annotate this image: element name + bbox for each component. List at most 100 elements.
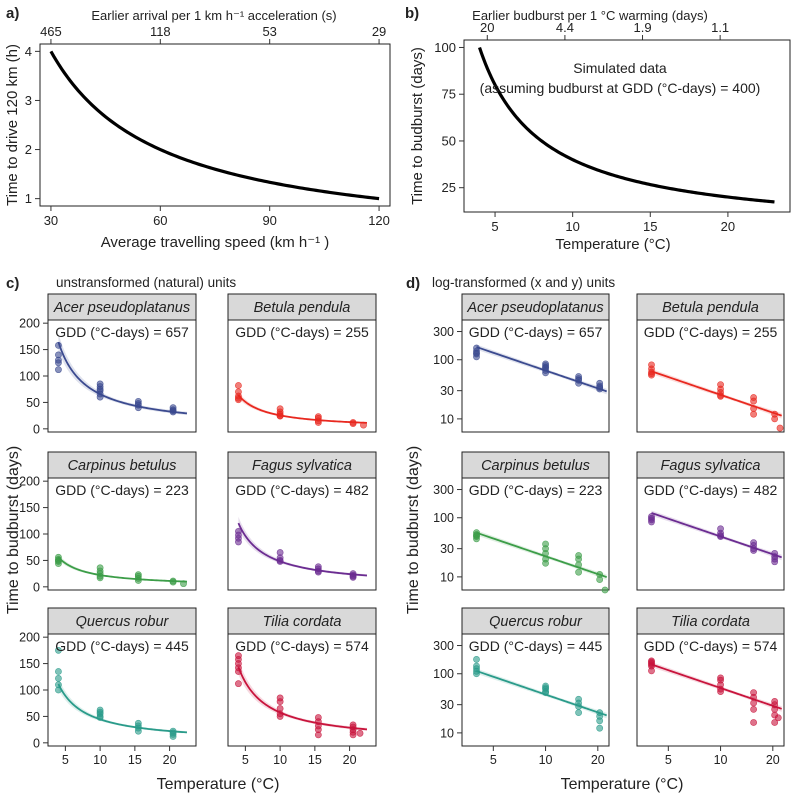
top-tick-label: 53: [262, 24, 276, 39]
fitted-curve: [237, 666, 368, 731]
data-point: [235, 527, 242, 535]
data-point: [750, 539, 758, 546]
panel-d-subtitle: log-transformed (x and y) units: [432, 275, 615, 290]
y-tick-label: 0: [33, 580, 40, 594]
facet-strip-label: Acer pseudoplatanus: [53, 300, 190, 316]
gdd-label: GDD (°C-days) = 482: [235, 482, 369, 498]
data-point: [750, 719, 758, 726]
data-point: [180, 580, 187, 588]
fitted-curve: [237, 394, 368, 424]
data-point: [771, 410, 779, 418]
gdd-label: GDD (°C-days) = 223: [469, 482, 603, 498]
panel-b: b) Earlier budburst per 1 °C warming (da…: [405, 5, 791, 253]
data-point: [55, 681, 62, 689]
y-tick-label: 300: [433, 483, 454, 497]
y-tick-label: 2: [25, 142, 32, 157]
facet-strip-label: Tilia cordata: [671, 614, 750, 630]
data-point: [596, 571, 604, 578]
y-tick-label: 100: [433, 511, 454, 525]
data-point: [55, 557, 62, 564]
x-tick-label: 90: [262, 213, 276, 228]
x-tick-label: 5: [242, 753, 249, 767]
x-tick-label: 20: [163, 753, 177, 767]
y-tick-label: 10: [440, 412, 454, 426]
y-tick-label: 0: [33, 736, 40, 750]
data-point: [717, 674, 724, 682]
gdd-label: GDD (°C-days) = 255: [644, 324, 778, 340]
facet-plot-area: [227, 633, 377, 747]
data-point: [648, 513, 655, 520]
data-point: [96, 574, 104, 582]
data-point: [750, 394, 758, 401]
facet-strip-label: Carpinus betulus: [481, 458, 590, 474]
facet-tilia-cordata: Tilia cordata 5 10 15 20 GDD (°C-days) = 574: [227, 607, 377, 767]
x-tick-label: 120: [368, 213, 390, 228]
data-point: [750, 699, 758, 707]
y-tick-label: 30: [440, 698, 454, 712]
facet-plot-area: [636, 319, 785, 433]
data-point: [473, 349, 480, 357]
data-point: [596, 384, 604, 391]
facet-strip: [227, 607, 377, 635]
facet-strip-label: Tilia cordata: [263, 614, 342, 630]
y-tick-label: 150: [19, 343, 40, 357]
facet-acer-pseudoplatanus: Acer pseudoplatanus 10 30 100 300 GDD (°C-day…: [433, 293, 610, 433]
gdd-label: GDD (°C-days) = 223: [55, 482, 189, 498]
facet-plot-area: [461, 477, 610, 591]
data-point: [575, 376, 583, 384]
data-point: [276, 405, 284, 413]
top-tick-label: 1.9: [633, 20, 651, 35]
facet-strip: [636, 451, 785, 479]
facet-strip-label: Betula pendula: [254, 300, 351, 316]
data-point: [601, 586, 609, 594]
data-point: [771, 719, 779, 726]
x-tick-label: 10: [273, 753, 287, 767]
panel-d-ylabel: Time to budburst (days): [405, 446, 422, 614]
y-tick-label: 100: [433, 667, 454, 681]
facet-quercus-robur: Quercus robur 5 10 20 10 30 100 300 GDD (°C-days…: [433, 607, 610, 767]
facet-plot-area: [636, 477, 785, 591]
data-point: [55, 356, 62, 364]
data-point: [542, 682, 549, 690]
panel-b-annotation-line1: Simulated data: [573, 60, 667, 76]
y-tick-label: 4: [25, 44, 32, 59]
data-point: [648, 361, 655, 369]
x-tick-label: 10: [714, 753, 728, 767]
facet-strip-label: Betula pendula: [662, 300, 759, 316]
data-point: [314, 568, 322, 576]
y-tick-label: 100: [19, 684, 40, 698]
fitted-curve: [651, 663, 782, 710]
data-point: [55, 341, 62, 349]
top-tick-label: 1.1: [711, 20, 729, 35]
fitted-curve: [476, 670, 607, 717]
panel-a-tag: a): [6, 5, 19, 22]
data-point: [473, 662, 480, 670]
facet-strip-label: Acer pseudoplatanus: [466, 300, 603, 316]
facet-tilia-cordata: Tilia cordata 5 10 20 GDD (°C-days) = 574: [636, 607, 785, 767]
data-point: [542, 689, 549, 696]
data-point: [235, 388, 242, 396]
y-tick-label: 100: [433, 353, 454, 367]
y-tick-label: 50: [442, 133, 456, 148]
panel-b-xlabel: Temperature (°C): [555, 236, 670, 253]
data-point: [235, 680, 242, 688]
data-point: [134, 571, 142, 579]
facet-plot-area: [227, 319, 377, 433]
panel-c-ylabel: Time to budburst (days): [5, 446, 22, 614]
data-point: [235, 396, 242, 404]
data-point: [235, 652, 242, 660]
x-tick-label: 5: [490, 753, 497, 767]
y-tick-label: 3: [25, 93, 32, 108]
facet-fagus-sylvatica: Fagus sylvatica GDD (°C-days) = 482: [636, 451, 785, 591]
data-point: [575, 709, 583, 717]
data-point: [776, 424, 784, 432]
facet-carpinus-betulus: Carpinus betulus 10 30 100 300 GDD (°C-days) …: [433, 451, 610, 594]
x-tick-label: 20: [721, 219, 735, 234]
fitted-curve: [476, 531, 607, 578]
data-point: [542, 559, 549, 567]
y-tick-label: 50: [26, 396, 40, 410]
panel-a-top-label: Earlier arrival per 1 km h⁻¹ acceleratio…: [91, 8, 336, 23]
data-point: [55, 646, 62, 654]
fitted-curve: [57, 341, 188, 415]
